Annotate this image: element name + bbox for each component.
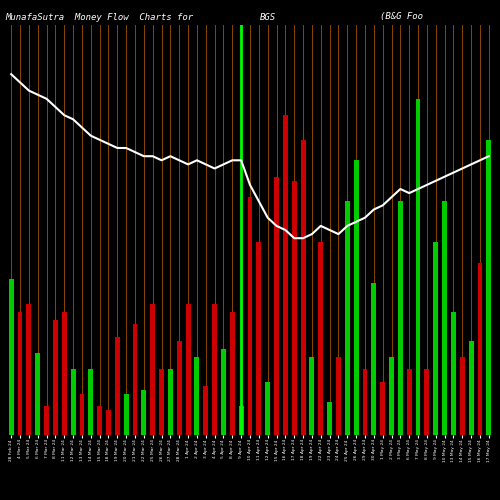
Bar (212, 304, 217, 435)
Bar (424, 370, 430, 435)
Bar (478, 263, 482, 435)
Bar (372, 284, 376, 435)
Bar (310, 357, 314, 435)
Bar (380, 382, 385, 435)
Bar (460, 357, 464, 435)
Bar (53, 320, 58, 435)
Bar (80, 394, 84, 435)
Bar (70, 370, 76, 435)
Bar (336, 357, 341, 435)
Bar (177, 340, 182, 435)
Bar (442, 202, 447, 435)
Bar (389, 357, 394, 435)
Bar (248, 197, 252, 435)
Bar (327, 402, 332, 435)
Bar (398, 202, 403, 435)
Bar (362, 370, 368, 435)
Bar (88, 370, 93, 435)
Bar (168, 370, 173, 435)
Bar (9, 279, 14, 435)
Text: (B&G Foo: (B&G Foo (380, 12, 423, 22)
Bar (256, 242, 262, 435)
Bar (194, 357, 200, 435)
Bar (318, 242, 323, 435)
Bar (300, 140, 306, 435)
Bar (468, 340, 473, 435)
Bar (142, 390, 146, 435)
Bar (186, 304, 190, 435)
Bar (132, 324, 138, 435)
Bar (451, 312, 456, 435)
Bar (283, 115, 288, 435)
Bar (354, 160, 358, 435)
Bar (150, 304, 155, 435)
Bar (407, 370, 412, 435)
Bar (345, 202, 350, 435)
Bar (97, 406, 102, 435)
Bar (124, 394, 128, 435)
Bar (238, 406, 244, 435)
Bar (18, 312, 22, 435)
Bar (26, 304, 32, 435)
Bar (230, 312, 234, 435)
Bar (44, 406, 49, 435)
Text: MunafaSutra  Money Flow  Charts for: MunafaSutra Money Flow Charts for (5, 12, 193, 22)
Bar (62, 312, 66, 435)
Bar (106, 410, 111, 435)
Bar (204, 386, 208, 435)
Bar (36, 353, 40, 435)
Bar (434, 242, 438, 435)
Bar (266, 382, 270, 435)
Bar (115, 336, 120, 435)
Bar (292, 181, 296, 435)
Bar (159, 370, 164, 435)
Bar (221, 349, 226, 435)
Bar (274, 176, 279, 435)
Text: BGS: BGS (260, 12, 276, 22)
Bar (486, 140, 491, 435)
Bar (416, 99, 420, 435)
